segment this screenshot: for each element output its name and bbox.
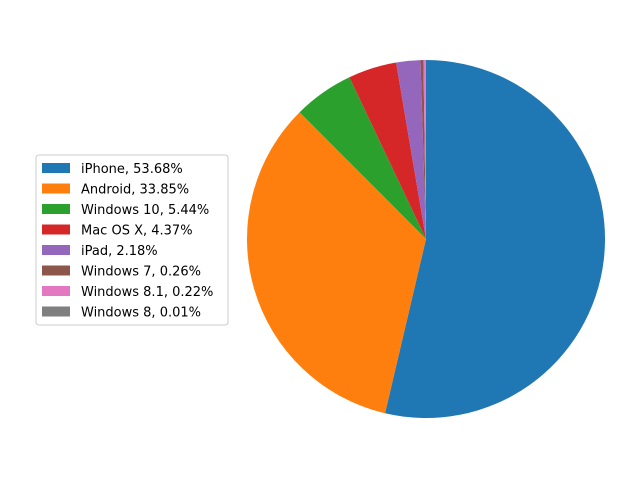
legend-swatch-7: [42, 286, 70, 296]
pie-slices: [247, 59, 606, 419]
pie-slice-6: [420, 60, 426, 239]
legend-swatch-2: [42, 183, 70, 194]
legend-swatch-4: [42, 224, 70, 235]
legend-items: iPhone, 53.68% Android, 33.85% Windows 10,…: [42, 162, 213, 321]
pie-slice-3: [299, 77, 426, 239]
legend-label-7: Windows 8.1, 0.22%: [81, 285, 213, 300]
legend-swatch-5: [42, 245, 70, 255]
pie-slice-1: [385, 60, 606, 419]
legend-label-2: Android, 33.85%: [81, 183, 189, 198]
legend-label-1: iPhone, 53.68%: [81, 162, 183, 177]
pie-slice-7: [423, 60, 426, 239]
legend-label-6: Windows 7, 0.26%: [81, 265, 201, 280]
legend-label-5: iPad, 2.18%: [81, 244, 158, 259]
legend-swatch-3: [42, 204, 70, 214]
pie-slice-5: [396, 60, 426, 239]
legend-label-3: Windows 10, 5.44%: [81, 203, 209, 218]
legend-label-4: Mac OS X, 4.37%: [81, 224, 193, 239]
legend-label-8: Windows 8, 0.01%: [81, 306, 201, 321]
pie-slice-4: [349, 62, 426, 240]
legend: iPhone, 53.68% Android, 33.85% Windows 10,…: [35, 154, 229, 326]
legend-swatch-1: [42, 163, 70, 173]
legend-swatch-8: [42, 306, 70, 317]
legend-swatch-6: [42, 265, 70, 276]
legend-frame: [35, 154, 229, 326]
pie-slice-2: [247, 112, 426, 414]
